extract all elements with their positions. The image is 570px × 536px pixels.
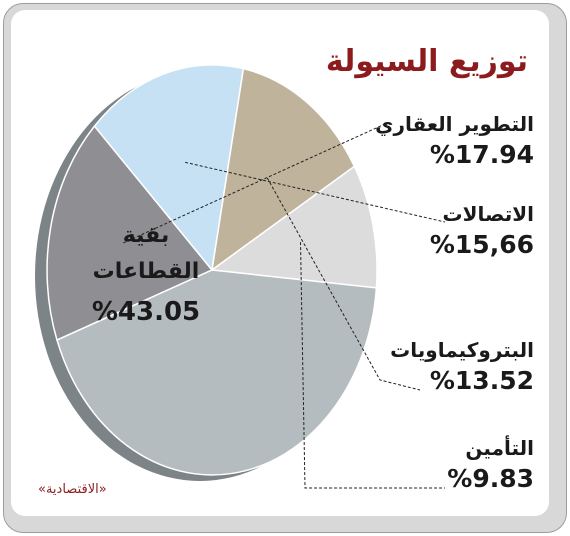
pie-slice-0: [46, 124, 214, 342]
label-real-estate-name: التطوير العقاري: [375, 112, 534, 136]
label-insurance: التأمين %9.83: [447, 434, 534, 496]
label-petrochem-name: البتروكيماويات: [390, 338, 534, 362]
label-petrochem-value: %13.52: [429, 366, 534, 395]
leader-line-1: [184, 161, 446, 223]
label-real-estate: التطوير العقاري %17.94: [375, 110, 534, 172]
chart-title: توزيع السيولة: [325, 44, 528, 79]
pie-slice-2: [210, 67, 356, 272]
label-petrochem: البتروكيماويات %13.52: [390, 336, 534, 398]
pie-slice-1: [93, 64, 245, 272]
pie-slice-4: [56, 269, 378, 476]
label-real-estate-value: %17.94: [429, 140, 534, 169]
label-other-line2: القطاعات: [92, 259, 200, 284]
label-other-line1: بقية: [122, 223, 170, 248]
label-insurance-value: %9.83: [447, 464, 534, 493]
label-other-value: %43.05: [91, 297, 201, 327]
label-telecom-name: الاتصالات: [442, 202, 534, 226]
leader-line-0: [123, 123, 386, 244]
leader-line-2: [266, 177, 421, 391]
leader-line-3: [300, 242, 445, 489]
label-insurance-name: التأمين: [465, 436, 534, 460]
label-other-sectors: بقية القطاعات %43.05: [86, 218, 206, 334]
label-telecom: الاتصالات %15,66: [430, 200, 534, 262]
label-telecom-value: %15,66: [429, 230, 534, 259]
source-credit: «الاقتصادية»: [38, 482, 107, 497]
